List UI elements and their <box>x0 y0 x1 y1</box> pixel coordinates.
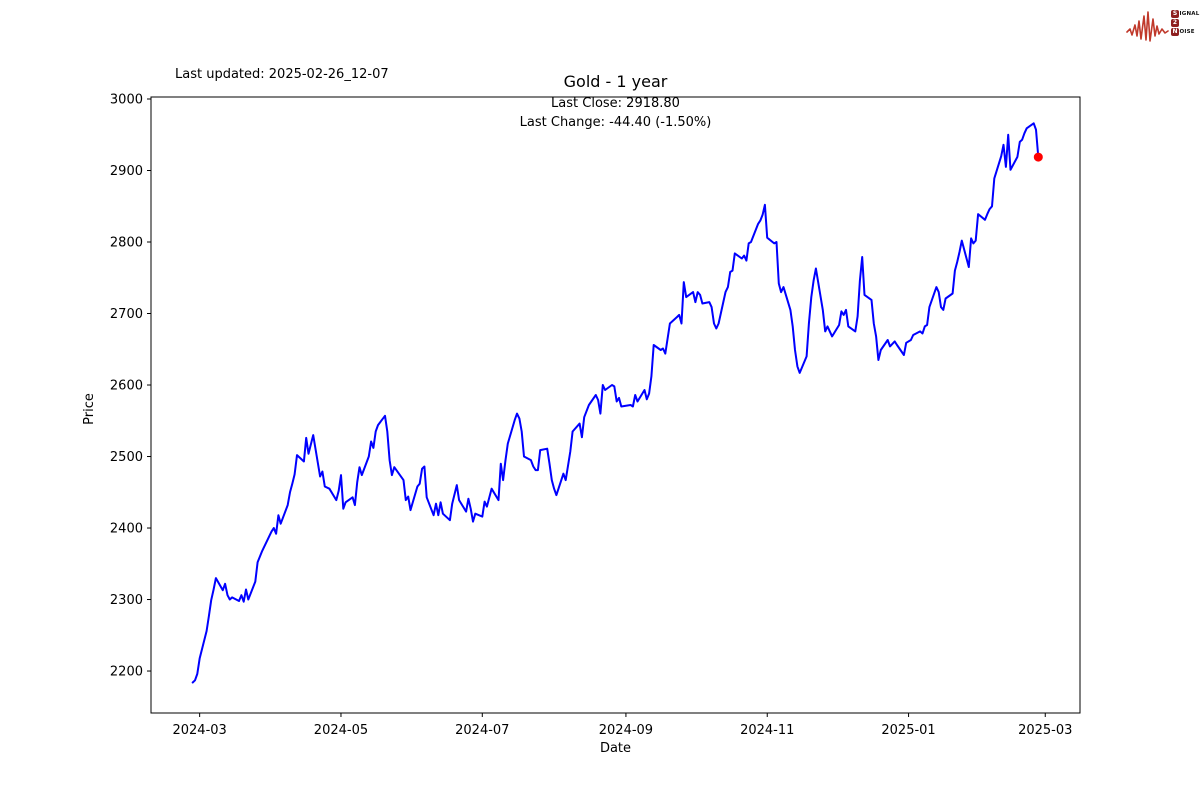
y-tick-label: 2900 <box>110 164 143 179</box>
price-line <box>191 122 1040 684</box>
logo-row-2: 2 <box>1171 18 1199 27</box>
x-tick-label: 2024-11 <box>740 723 794 738</box>
y-tick-label: 2400 <box>110 522 143 537</box>
heartbeat-waveform-icon <box>1126 11 1169 42</box>
y-tick-label: 2200 <box>110 665 143 680</box>
logo-rest-oise: OISE <box>1179 28 1195 35</box>
x-tick-label: 2024-09 <box>599 723 653 738</box>
last-close-marker <box>1033 152 1043 162</box>
y-tick-label: 2500 <box>110 450 143 465</box>
logo-row-signal: S IGNAL <box>1171 9 1199 18</box>
x-tick-label: 2025-01 <box>881 723 935 738</box>
y-axis-title: Price <box>82 393 97 425</box>
logo-letterbox-n: N <box>1171 27 1179 36</box>
logo-wordmark: S IGNAL 2 N OISE <box>1171 9 1199 36</box>
x-tick-label: 2024-05 <box>314 723 368 738</box>
signal2noise-logo: S IGNAL 2 N OISE <box>1126 6 1199 46</box>
plot-frame <box>150 96 1081 714</box>
x-tick-label: 2024-07 <box>455 723 509 738</box>
x-tick-label: 2025-03 <box>1018 723 1072 738</box>
y-tick-label: 2600 <box>110 379 143 394</box>
y-tick-label: 3000 <box>110 93 143 108</box>
logo-letterbox-2: 2 <box>1171 18 1179 27</box>
x-tick-label: 2024-03 <box>172 723 226 738</box>
logo-row-noise: N OISE <box>1171 27 1199 36</box>
y-tick-label: 2300 <box>110 593 143 608</box>
y-tick-label: 2700 <box>110 307 143 322</box>
logo-rest-ignal: IGNAL <box>1179 10 1200 17</box>
logo-letterbox-s: S <box>1171 9 1179 18</box>
x-axis-title: Date <box>600 741 631 756</box>
y-tick-label: 2800 <box>110 236 143 251</box>
